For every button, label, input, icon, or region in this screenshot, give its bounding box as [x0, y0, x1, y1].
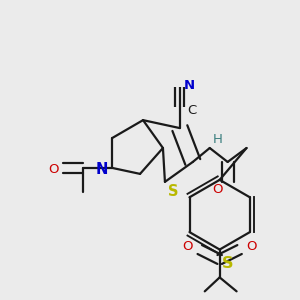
Text: C: C	[187, 104, 196, 117]
Text: O: O	[183, 240, 193, 253]
Text: N: N	[183, 79, 194, 92]
Text: H: H	[213, 133, 223, 146]
Text: S: S	[222, 256, 233, 271]
Text: O: O	[212, 183, 223, 196]
Text: O: O	[246, 240, 257, 253]
Text: O: O	[48, 164, 59, 176]
Text: N: N	[96, 162, 108, 177]
Text: S: S	[168, 184, 178, 199]
